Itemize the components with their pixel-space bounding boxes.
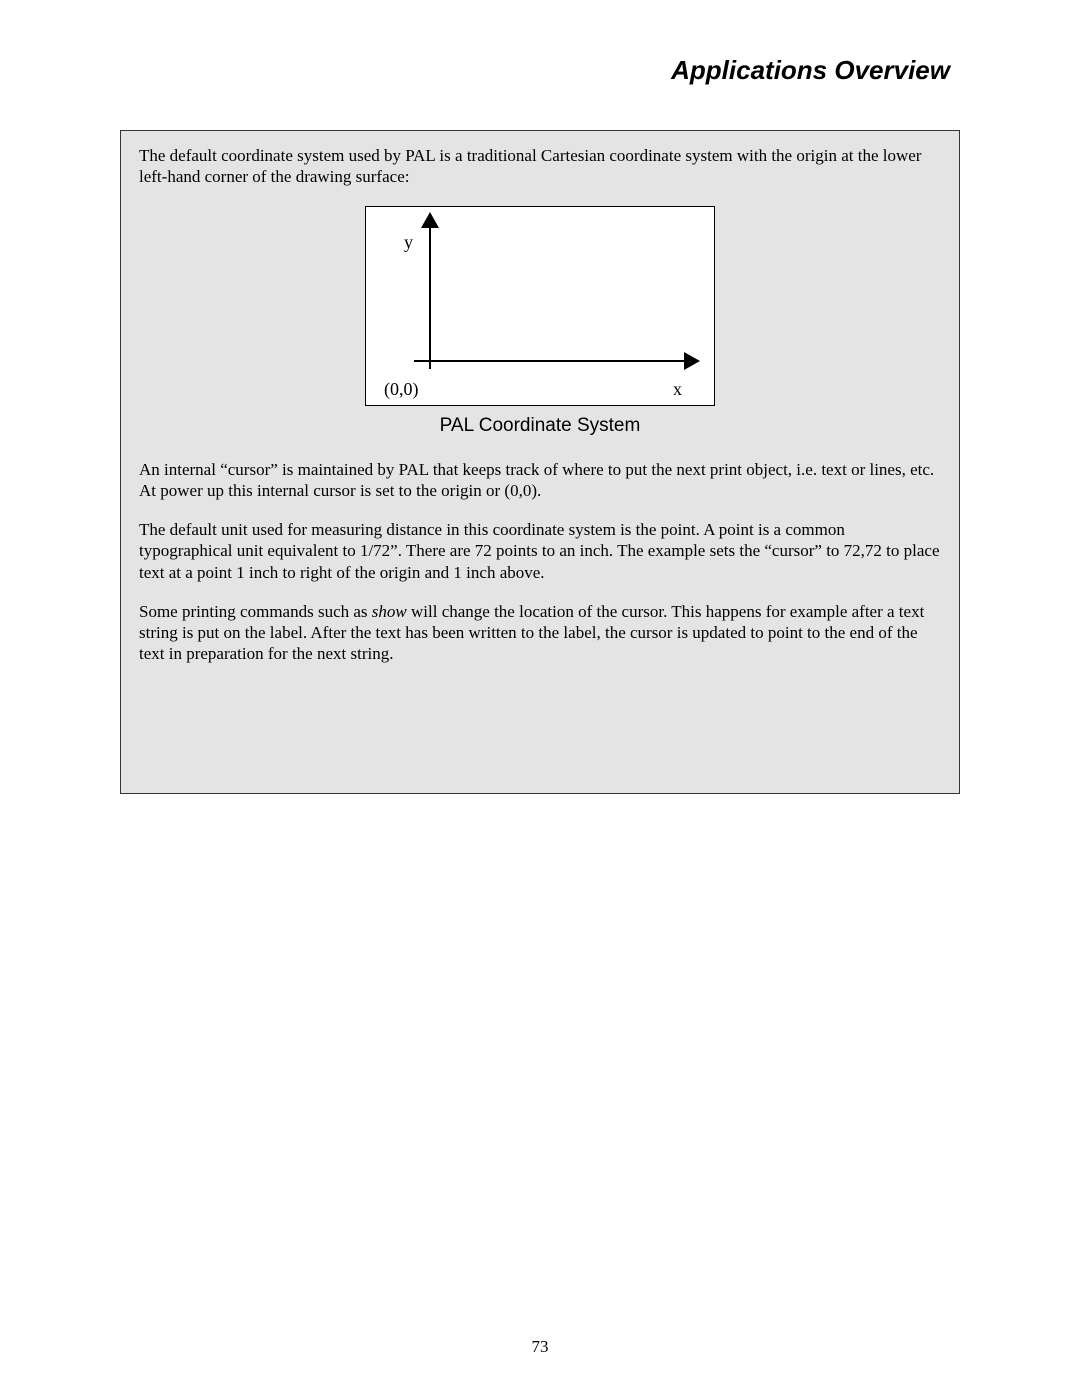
page-header-title: Applications Overview [120,55,960,86]
x-axis-line [414,360,689,362]
diagram-wrap: y x (0,0) [139,206,941,411]
show-keyword: show [372,602,407,621]
paragraph-show-cmd: Some printing commands such as show will… [139,601,941,665]
y-axis-line [429,219,431,369]
x-axis-arrowhead-icon [684,352,700,370]
para4-lead: Some printing commands such as [139,602,372,621]
page-number: 73 [0,1337,1080,1357]
page: Applications Overview The default coordi… [0,0,1080,1397]
origin-label: (0,0) [384,379,419,400]
paragraph-cursor: An internal “cursor” is maintained by PA… [139,459,941,502]
y-axis-arrowhead-icon [421,212,439,228]
y-axis-label: y [404,232,413,253]
content-box: The default coordinate system used by PA… [120,130,960,794]
coordinate-diagram: y x (0,0) [365,206,715,406]
x-axis-label: x [673,379,682,400]
diagram-caption: PAL Coordinate System [139,415,941,437]
paragraph-units: The default unit used for measuring dist… [139,519,941,583]
intro-paragraph: The default coordinate system used by PA… [139,145,941,188]
